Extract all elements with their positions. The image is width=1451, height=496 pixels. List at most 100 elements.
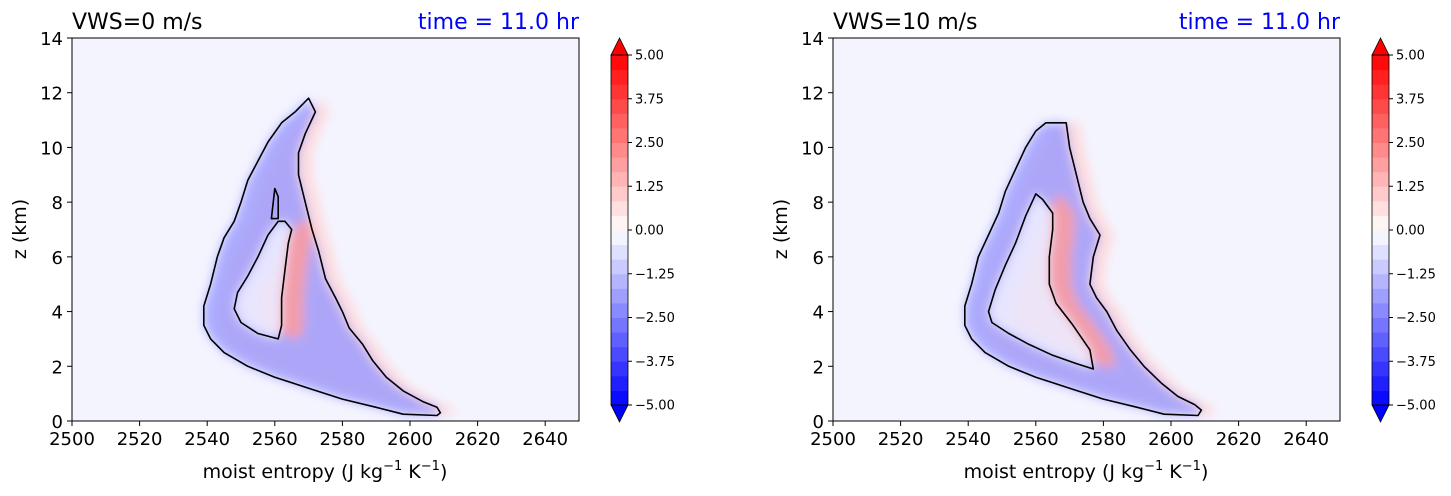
y-tick-label: 0 (52, 412, 63, 433)
colorbar-segment (611, 215, 628, 231)
colorbar-segment (1372, 259, 1389, 275)
colorbar-segment (1372, 113, 1389, 129)
colorbar-tick-label: −5.00 (635, 399, 675, 414)
y-tick-label: 12 (801, 84, 824, 105)
y-tick-label: 10 (40, 138, 63, 159)
chart-title: VWS=10 m/s (833, 10, 978, 35)
colorbar-segment (611, 113, 628, 129)
x-tick-label: 2640 (1283, 429, 1329, 450)
colorbar-segment (611, 98, 628, 114)
colorbar-tick-label: 0.00 (635, 224, 664, 239)
x-tick-label: 2520 (878, 429, 924, 450)
colorbar-tick-label: 3.75 (1396, 92, 1425, 107)
colorbar-segment (611, 361, 628, 377)
colorbar-segment (611, 69, 628, 85)
x-tick-label: 2620 (455, 429, 501, 450)
colorbar-segment (611, 244, 628, 260)
colorbar-segment (1372, 55, 1389, 71)
colorbar-tick-label: 1.25 (1396, 180, 1425, 195)
colorbar-segment (611, 332, 628, 348)
x-tick-label: 2500 (49, 429, 95, 450)
colorbar-segment (1372, 215, 1389, 231)
anomaly-field (203, 98, 455, 416)
contour-spike (270, 187, 279, 220)
colorbar-segment (1372, 69, 1389, 85)
time-label: time = 11.0 hr (418, 10, 580, 35)
colorbar-segment (1372, 375, 1389, 391)
field-fill (203, 98, 455, 416)
colorbar-segment (1372, 288, 1389, 304)
colorbar-extend-top (610, 37, 629, 56)
x-tick-label: 2620 (1216, 429, 1262, 450)
contour-outer-left (203, 97, 442, 417)
chart-panel-vws0: 2500 2520 2540 2560 2580 2600 2620 2640 0 2 4 6 8 10 1… (9, 10, 675, 483)
x-axis-label: moist entropy (J kg−1 K−1) (203, 459, 448, 483)
colorbar-segment (1372, 273, 1389, 289)
colorbar-segment (1372, 346, 1389, 362)
colorbar-segment (611, 200, 628, 216)
y-tick-label: 0 (813, 412, 824, 433)
y-tick-label: 2 (813, 357, 824, 378)
colorbar-segment (1372, 317, 1389, 333)
colorbar-segment (611, 142, 628, 158)
chart-panel-vws10: 2500 2520 2540 2560 2580 2600 2620 2640 0 2 4 6 8 10 1… (770, 10, 1436, 483)
y-tick-label: 8 (813, 193, 824, 214)
colorbar-segment (611, 84, 628, 100)
colorbar-segment (1372, 142, 1389, 158)
plot-frame (832, 37, 1341, 422)
colorbar-tick-label: 5.00 (1396, 49, 1425, 64)
chart-title: VWS=0 m/s (72, 10, 203, 35)
y-tick-label: 4 (52, 303, 63, 324)
y-tick-label: 14 (40, 29, 63, 50)
colorbar-segment (1372, 230, 1389, 246)
colorbar-tick-label: 3.75 (635, 92, 664, 107)
colorbar-tick-label: −2.50 (635, 311, 675, 326)
contour-outer-left (964, 122, 1203, 417)
colorbar-segment (1372, 302, 1389, 318)
colorbar-segment (1372, 171, 1389, 187)
colorbar-segment (1372, 186, 1389, 202)
colorbar: 5.00 3.75 2.50 1.25 0.00 −1.25 −2.50 −3.75 −5.00 (1371, 37, 1436, 423)
colorbar-tick-label: −3.75 (1396, 355, 1436, 370)
colorbar-extend-bottom (1371, 404, 1390, 423)
x-tick-label: 2580 (1080, 429, 1126, 450)
colorbar-segment (611, 186, 628, 202)
colorbar-segment (1372, 84, 1389, 100)
colorbar-segment (1372, 332, 1389, 348)
colorbar-segment (611, 127, 628, 143)
colorbar-segment (1372, 390, 1389, 406)
x-tick-label: 2580 (319, 429, 365, 450)
colorbar-segment (611, 171, 628, 187)
x-tick-label: 2600 (387, 429, 433, 450)
axis-ticks: 2500 2520 2540 2560 2580 2600 2620 2640 0 2 4 6 8 10 1… (801, 29, 1329, 450)
colorbar-tick-label: 2.50 (1396, 136, 1425, 151)
y-tick-label: 4 (813, 303, 824, 324)
colorbar-segment (1372, 200, 1389, 216)
weak-anomaly-region (988, 193, 1094, 369)
x-tick-label: 2540 (184, 429, 230, 450)
y-axis-label: z (km) (770, 199, 792, 259)
colorbar-tick-label: −1.25 (1396, 267, 1436, 282)
contour-inner (233, 220, 293, 340)
x-axis-label: moist entropy (J kg−1 K−1) (964, 459, 1209, 483)
colorbar-segment (611, 259, 628, 275)
y-tick-label: 2 (52, 357, 63, 378)
colorbar: 5.00 3.75 2.50 1.25 0.00 −1.25 −2.50 −3.75 −5.00 (610, 37, 675, 423)
time-label: time = 11.0 hr (1179, 10, 1341, 35)
colorbar-segment (1372, 157, 1389, 173)
x-tick-label: 2540 (945, 429, 991, 450)
colorbar-segment (611, 230, 628, 246)
colorbar-segment (611, 302, 628, 318)
x-tick-label: 2500 (810, 429, 856, 450)
y-tick-label: 12 (40, 84, 63, 105)
colorbar-tick-label: 5.00 (635, 49, 664, 64)
colorbar-segment (611, 157, 628, 173)
y-tick-label: 6 (52, 248, 63, 269)
negative-anomaly-region (203, 98, 441, 416)
colorbar-segment (611, 288, 628, 304)
x-tick-label: 2520 (117, 429, 163, 450)
axis-ticks: 2500 2520 2540 2560 2580 2600 2620 2640 0 2 4 6 8 10 1… (40, 29, 568, 450)
colorbar-segment (1372, 98, 1389, 114)
y-axis-label: z (km) (9, 199, 31, 259)
